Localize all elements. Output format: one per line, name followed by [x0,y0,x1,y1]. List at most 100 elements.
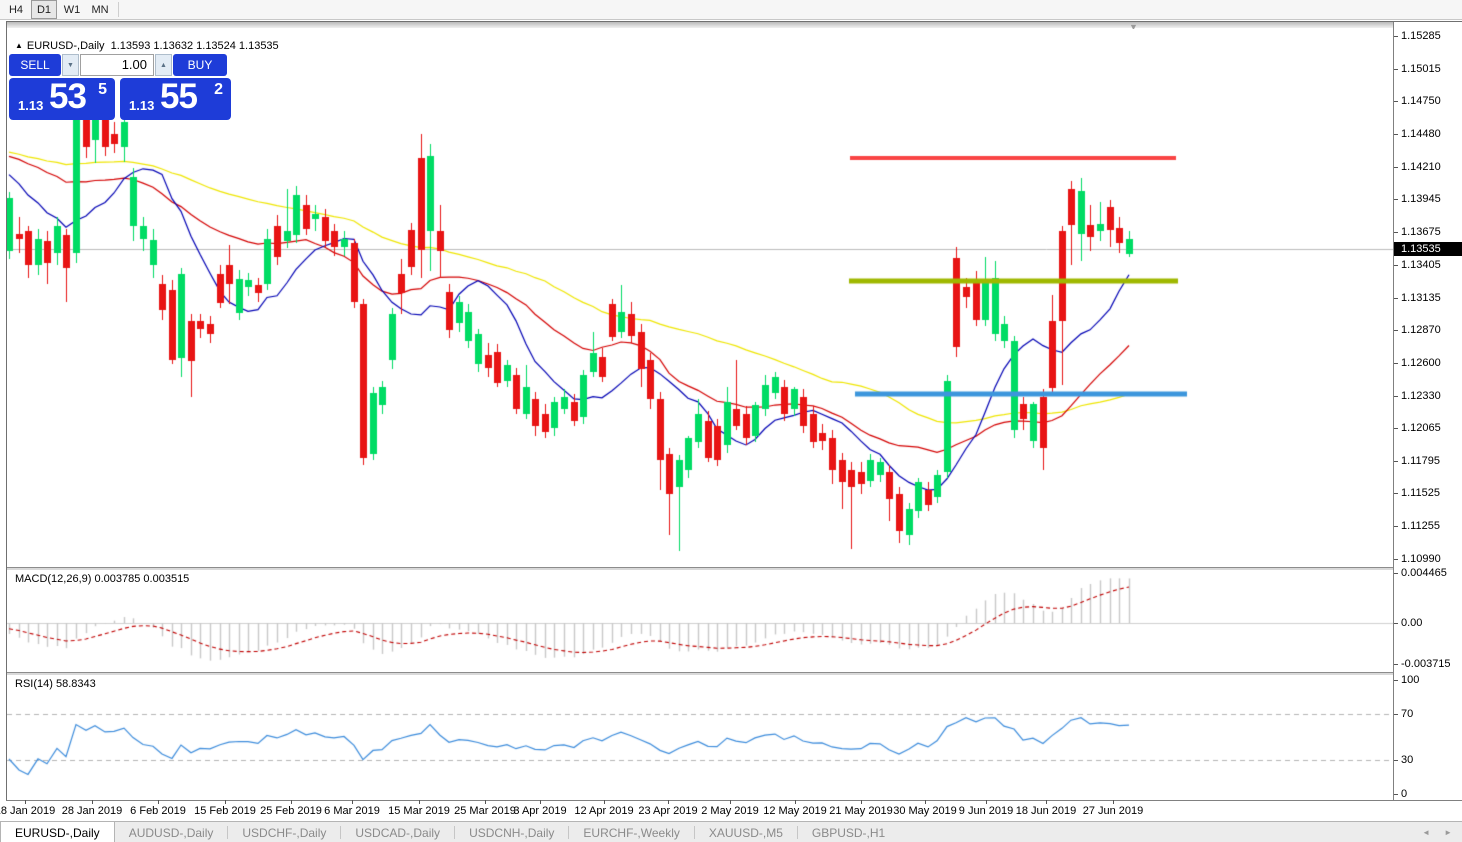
sell-price-main: 53 [49,77,87,116]
chart-tab-eurchf-weekly[interactable]: EURCHF-,Weekly [583,825,680,840]
price-axis-tick: 1.13945 [1394,193,1441,206]
date-axis-tick: 9 Jun 2019 [958,805,1014,817]
date-axis-mark [540,800,541,804]
chart-symbol-label: EURUSD-,Daily [26,40,105,52]
buy-button[interactable]: BUY [173,54,227,76]
date-axis-tick: 25 Feb 2019 [260,805,322,817]
date-axis-tick: 2 May 2019 [701,805,759,817]
price-axis-tick: 1.12870 [1394,323,1441,336]
date-axis-tick: 3 Apr 2019 [513,805,567,817]
price-axis-tick: 1.10990 [1394,552,1441,565]
chart-shift-marker[interactable]: ▼ [1129,22,1138,32]
sell-button[interactable]: SELL [9,54,61,76]
date-axis-mark [795,800,796,804]
volume-increase-button[interactable]: ▲ [155,54,172,76]
ohlc-open: 1.13593 [110,40,151,52]
rsi-label: RSI(14) 58.8343 [15,678,96,690]
chart-tab-audusd-daily[interactable]: AUDUSD-,Daily [128,825,214,840]
date-axis-tick: 21 May 2019 [829,805,893,817]
ohlc-high: 1.13632 [153,40,194,52]
chart-tab-eurusd-daily[interactable]: EURUSD-,Daily [0,822,115,842]
date-axis-mark [604,800,605,804]
date-axis-mark [419,800,420,804]
chart-tab-xauusd-m5[interactable]: XAUUSD-,M5 [708,825,783,840]
macd-axis-tick: 0.00 [1393,617,1423,629]
date-axis-tick: 28 Jan 2019 [61,805,123,817]
date-axis-mark [986,800,987,804]
date-axis-mark [925,800,926,804]
date-axis-tick: 15 Feb 2019 [194,805,256,817]
timeframe-toolbar: H4 D1 W1 MN [0,0,1462,20]
timeframe-button-h4[interactable]: H4 [8,3,24,16]
tab-separator [454,826,456,839]
tab-scroll-right-icon[interactable]: ► [1444,828,1452,837]
candlestick-chart-canvas[interactable] [7,29,1393,567]
chart-tab-usdchf-daily[interactable]: USDCHF-,Daily [242,825,327,840]
timeframe-button-d1[interactable]: D1 [31,0,57,19]
date-axis-mark [92,800,93,804]
timeframe-button-w1[interactable]: W1 [63,3,81,16]
date-axis-mark [861,800,862,804]
chart-tab-usdcad-daily[interactable]: USDCAD-,Daily [355,825,441,840]
price-axis-tick: 1.12600 [1394,356,1441,369]
buy-price-prefix: 1.13 [129,98,155,113]
date-axis-mark [485,800,486,804]
date-axis-tick: 18 Jan 2019 [0,805,56,817]
date-axis-mark [1113,800,1114,804]
rsi-axis-tick: 100 [1393,674,1420,686]
date-axis: 18 Jan 2019 28 Jan 2019 6 Feb 2019 15 Feb 2… [0,800,1462,822]
buy-price-main: 55 [160,77,198,116]
chart-tab-usdcnh-daily[interactable]: USDCNH-,Daily [469,825,555,840]
date-axis-mark [225,800,226,804]
date-axis-tick: 27 Jun 2019 [1082,805,1144,817]
date-axis-mark [352,800,353,804]
collapse-triangle-icon[interactable]: ▲ [15,41,23,50]
price-axis-tick: 1.15015 [1394,62,1441,75]
macd-axis-tick: -0.003715 [1394,658,1451,671]
chart-top-strip [7,22,1462,28]
price-axis-tick: 1.14750 [1394,95,1441,108]
tab-scroll-left-icon[interactable]: ◄ [1422,828,1431,837]
macd-indicator-panel: MACD(12,26,9) 0.003785 0.003515 [7,570,1393,672]
date-axis-mark [1046,800,1047,804]
date-axis-mark [730,800,731,804]
ohlc-close: 1.13535 [238,40,279,52]
price-axis-tick: 1.11255 [1394,520,1440,533]
rsi-axis-tick: 70 [1393,708,1414,721]
volume-decrease-button[interactable]: ▼ [62,54,79,76]
volume-input[interactable]: 1.00 [80,54,154,76]
price-axis-tick: 1.15285 [1394,30,1441,43]
buy-price-pip: 2 [214,81,223,98]
current-price-tag: 1.13535 [1394,241,1462,256]
date-axis-tick: 6 Mar 2019 [324,805,380,817]
tab-separator [568,826,570,839]
rsi-axis-tick: 30 [1393,753,1414,766]
price-axis-tick: 1.11525 [1394,487,1440,500]
chart-tab-bar: EURUSD-,Daily AUDUSD-,Daily USDCHF-,Daily U… [0,821,1462,842]
toolbar-separator [118,2,119,17]
rsi-indicator-panel: RSI(14) 58.8343 [7,675,1393,800]
price-axis-tick: 1.13405 [1394,258,1441,271]
date-axis-tick: 18 Jun 2019 [1015,805,1077,817]
date-axis-tick: 25 Mar 2019 [454,805,516,817]
tab-scroll-nav: ◄ ► [1408,822,1462,842]
rsi-value: 58.8343 [55,678,96,690]
macd-axis-tick: 0.004465 [1394,567,1447,580]
date-axis-tick: 12 Apr 2019 [574,805,634,817]
price-axis-tick: 1.14480 [1394,127,1441,140]
tab-separator [227,826,229,839]
sell-price-box[interactable]: 1.13 53 5 [9,77,115,120]
price-axis: 1.15285 1.15015 1.14750 1.14480 1.14210 1.139… [1393,22,1462,801]
price-axis-tick: 1.11795 [1394,454,1440,467]
date-axis-mark [25,800,26,804]
price-axis-tick: 1.12330 [1394,389,1441,402]
timeframe-button-mn[interactable]: MN [91,3,109,16]
date-axis-mark [291,800,292,804]
rsi-chart-canvas[interactable] [7,675,1393,800]
buy-price-box[interactable]: 1.13 55 2 [120,77,231,120]
date-axis-mark [158,800,159,804]
chart-tab-gbpusd-h1[interactable]: GBPUSD-,H1 [811,825,886,840]
macd-chart-canvas[interactable] [7,570,1393,672]
tab-separator [693,826,695,839]
